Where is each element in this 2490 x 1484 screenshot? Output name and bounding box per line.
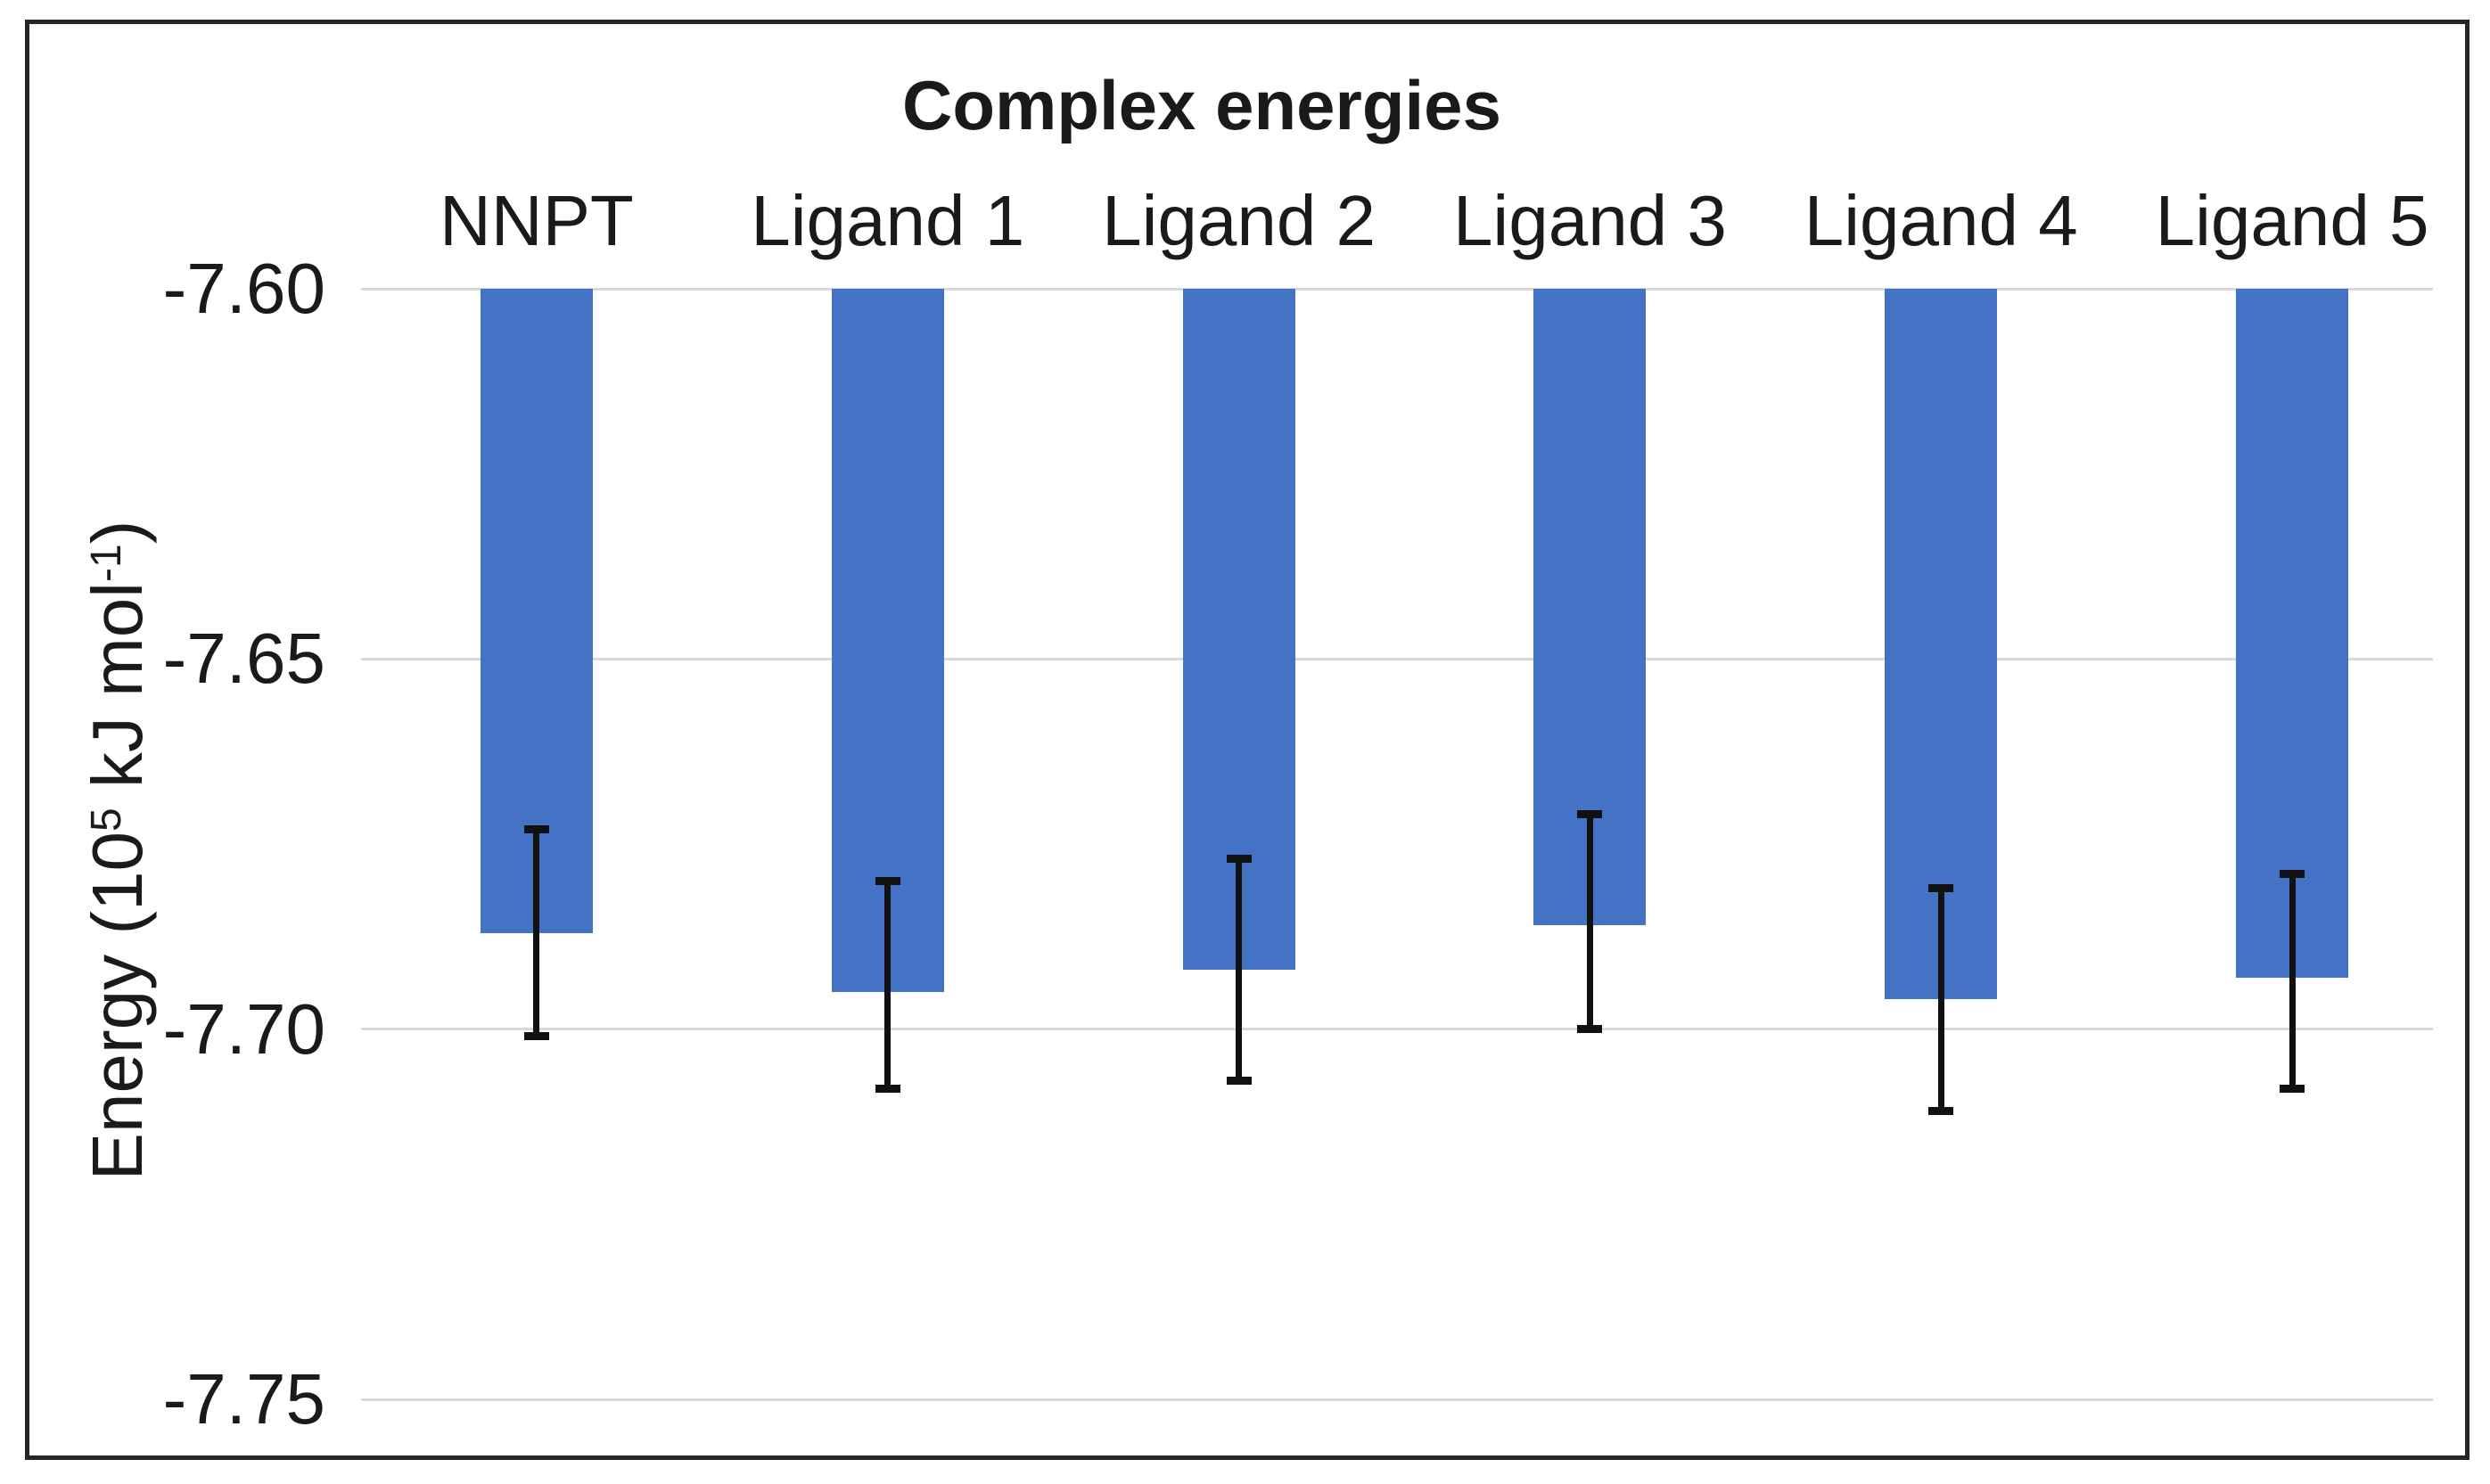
y-tick-label: -7.75 <box>162 1359 325 1439</box>
gridline <box>361 1028 2433 1031</box>
gridline <box>361 287 2433 291</box>
error-bar-cap-top-nnpt <box>523 824 549 833</box>
bar-ligand-5 <box>2236 289 2349 978</box>
category-label-ligand-3: Ligand 3 <box>1452 181 1727 260</box>
error-bar-cap-top-ligand-4 <box>1928 884 1954 893</box>
y-tick-label: -7.60 <box>162 249 325 328</box>
error-bar-cap-top-ligand-2 <box>1226 855 1252 864</box>
gridline <box>361 657 2433 660</box>
category-label-ligand-2: Ligand 2 <box>1102 181 1376 260</box>
bar-ligand-4 <box>1885 289 1998 1000</box>
y-axis-title-text: ) <box>78 520 157 545</box>
y-tick-label: -7.65 <box>162 619 325 699</box>
bar-ligand-1 <box>831 289 944 993</box>
error-bar-cap-top-ligand-3 <box>1577 810 1603 819</box>
error-bar-ligand-5 <box>2289 873 2296 1089</box>
y-tick-label: -7.70 <box>162 988 325 1069</box>
error-bar-cap-top-ligand-1 <box>875 877 900 886</box>
error-bar-cap-top-ligand-5 <box>2280 869 2305 878</box>
chart-title: Complex energies <box>902 66 1501 144</box>
error-bar-cap-bottom-ligand-5 <box>2280 1084 2305 1093</box>
y-axis-title-superscript: 5 <box>83 808 130 832</box>
error-bar-cap-bottom-ligand-1 <box>875 1084 900 1093</box>
error-bar-cap-bottom-nnpt <box>523 1032 549 1041</box>
y-axis-title-superscript: -1 <box>83 544 130 582</box>
error-bar-nnpt <box>533 829 540 1037</box>
error-bar-ligand-1 <box>884 881 892 1089</box>
error-bar-ligand-4 <box>1937 888 1944 1111</box>
figure-border <box>25 20 2469 1460</box>
category-label-nnpt: NNPT <box>440 181 634 260</box>
category-label-ligand-5: Ligand 5 <box>2155 181 2429 260</box>
error-bar-cap-bottom-ligand-4 <box>1928 1106 1954 1115</box>
category-label-ligand-4: Ligand 4 <box>1804 181 2078 260</box>
error-bar-cap-bottom-ligand-3 <box>1577 1025 1603 1034</box>
error-bar-ligand-2 <box>1236 858 1243 1081</box>
error-bar-cap-bottom-ligand-2 <box>1226 1077 1252 1086</box>
gridline <box>361 1398 2433 1401</box>
error-bar-ligand-3 <box>1586 814 1593 1029</box>
category-label-ligand-1: Ligand 1 <box>751 181 1025 260</box>
